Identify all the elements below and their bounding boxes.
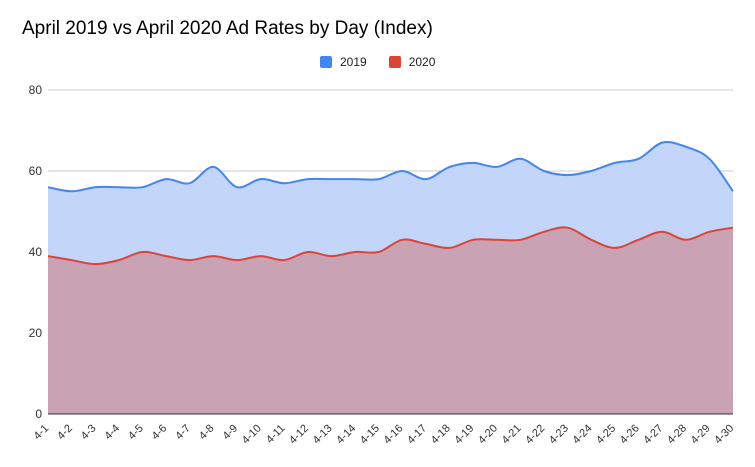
x-tick-label-4-30: 4-30 <box>712 422 736 446</box>
x-tick-label-4-25: 4-25 <box>594 422 618 446</box>
legend-item-2019: 2019 <box>320 55 367 69</box>
x-tick-label-4-16: 4-16 <box>382 422 406 446</box>
x-tick-label-4-26: 4-26 <box>618 422 642 446</box>
x-tick-label-4-3: 4-3 <box>79 422 99 442</box>
x-tick-label-4-21: 4-21 <box>500 422 524 446</box>
x-tick-label-4-17: 4-17 <box>405 422 429 446</box>
area-2020 <box>48 227 733 414</box>
x-tick-label-4-6: 4-6 <box>150 422 170 442</box>
y-tick-label-40: 40 <box>29 245 43 259</box>
x-tick-label-4-11: 4-11 <box>264 422 287 445</box>
x-tick-label-4-12: 4-12 <box>287 422 311 446</box>
legend-swatch-2020 <box>388 56 401 68</box>
y-tick-label-60: 60 <box>29 164 43 178</box>
x-tick-label-4-9: 4-9 <box>221 422 241 442</box>
legend-swatch-2019 <box>320 56 332 68</box>
x-tick-label-4-23: 4-23 <box>547 422 571 446</box>
x-tick-label-4-22: 4-22 <box>523 422 547 446</box>
x-tick-label-4-27: 4-27 <box>641 422 665 446</box>
line-2020 <box>47 226 734 266</box>
x-tick-label-4-14: 4-14 <box>334 422 358 446</box>
x-tick-label-4-20: 4-20 <box>476 422 500 446</box>
x-tick-label-4-10: 4-10 <box>240 422 264 446</box>
chart-title: April 2019 vs April 2020 Ad Rates by Day… <box>22 18 433 39</box>
x-tick-label-4-13: 4-13 <box>311 422 335 446</box>
legend: 2019 2020 <box>320 55 457 69</box>
x-tick-label-4-18: 4-18 <box>429 422 453 446</box>
legend-label-2020: 2020 <box>408 55 436 69</box>
x-tick-label-4-28: 4-28 <box>665 422 689 446</box>
x-tick-label-4-7: 4-7 <box>173 422 193 442</box>
x-tick-label-4-19: 4-19 <box>452 422 476 446</box>
x-tick-label-4-4: 4-4 <box>102 422 122 442</box>
x-tick-label-4-2: 4-2 <box>55 422 75 442</box>
x-tick-label-4-5: 4-5 <box>126 422 146 442</box>
x-tick-label-4-1: 4-1 <box>32 422 52 442</box>
legend-label-2019: 2019 <box>340 55 367 69</box>
x-tick-label-4-29: 4-29 <box>689 422 713 446</box>
y-tick-label-0: 0 <box>35 407 42 421</box>
line-2019 <box>47 141 734 193</box>
y-tick-label-20: 20 <box>29 326 43 340</box>
x-tick-label-4-8: 4-8 <box>197 422 217 442</box>
legend-item-2020: 2020 <box>388 55 436 69</box>
x-tick-label-4-15: 4-15 <box>358 422 382 446</box>
y-tick-label-80: 80 <box>29 83 43 97</box>
x-tick-label-4-24: 4-24 <box>571 422 595 446</box>
